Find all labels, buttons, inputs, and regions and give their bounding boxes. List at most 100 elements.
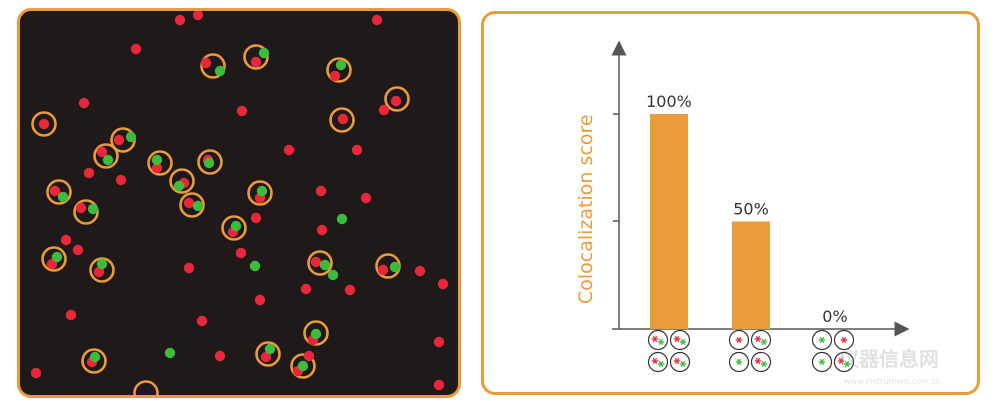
- colocalization-ring: [307, 250, 333, 276]
- red-punctum: [200, 57, 212, 69]
- colocalization-ring: [81, 348, 107, 374]
- red-punctum: [196, 315, 208, 327]
- green-punctum: [102, 154, 114, 166]
- red-punctum: [250, 56, 262, 68]
- green-punctum: [87, 203, 99, 215]
- red-punctum: [329, 70, 341, 82]
- red-punctum: [115, 174, 127, 186]
- red-punctum: [183, 262, 195, 274]
- red-punctum: [437, 278, 449, 290]
- green-punctum: [192, 200, 204, 212]
- green-punctum: [89, 351, 101, 363]
- green-punctum: [310, 328, 322, 340]
- colocalization-ring: [147, 150, 173, 176]
- red-punctum: [75, 202, 87, 214]
- red-punctum: [96, 146, 108, 158]
- green-punctum: [151, 154, 163, 166]
- red-punctum: [433, 379, 445, 391]
- four-cell-colocalization-icon: [728, 329, 772, 373]
- colocalization-ring: [133, 380, 159, 395]
- red-punctum: [378, 104, 390, 116]
- red-punctum: [316, 224, 328, 236]
- red-punctum: [183, 197, 195, 209]
- green-punctum: [336, 213, 348, 225]
- colocalization-ring: [255, 341, 281, 367]
- colocalization-ring: [197, 149, 223, 175]
- four-cell-colocalization-icon: [647, 329, 691, 373]
- red-punctum: [414, 265, 426, 277]
- colocalization-ring: [41, 246, 67, 272]
- red-punctum: [49, 185, 61, 197]
- microscopy-panel: [17, 8, 461, 398]
- red-punctum: [360, 192, 372, 204]
- red-punctum: [377, 264, 389, 276]
- red-punctum: [315, 185, 327, 197]
- green-punctum: [258, 47, 270, 59]
- colocalization-ring: [221, 215, 247, 241]
- green-punctum: [335, 59, 347, 71]
- green-punctum: [173, 180, 185, 192]
- colocalization-bar-chart: Colocalization score 100% 50% 0% 仪器信息网 www…: [575, 40, 941, 386]
- green-punctum: [214, 65, 226, 77]
- colocalization-ring: [329, 107, 355, 133]
- green-punctum: [264, 343, 276, 355]
- red-punctum: [300, 283, 312, 295]
- colocalization-ring: [200, 53, 226, 79]
- colocalization-ring: [303, 320, 329, 346]
- red-punctum: [310, 256, 322, 268]
- red-punctum: [433, 336, 445, 348]
- green-punctum: [256, 185, 268, 197]
- green-punctum: [203, 157, 215, 169]
- colocalization-ring: [93, 143, 119, 169]
- green-punctum: [96, 258, 108, 270]
- data-label-1: 100%: [646, 92, 692, 111]
- red-punctum: [72, 244, 84, 256]
- green-punctum: [125, 131, 137, 143]
- colocalization-ring: [46, 179, 72, 205]
- red-punctum: [192, 11, 204, 21]
- microscopy-field: [30, 11, 449, 395]
- green-punctum: [164, 347, 176, 359]
- colocalization-ring: [169, 168, 195, 194]
- bar-2: [732, 221, 770, 329]
- four-cell-colocalization-icon: [811, 329, 855, 373]
- data-label-2: 50%: [733, 200, 769, 219]
- red-punctum: [337, 113, 349, 125]
- colocalization-ring: [247, 180, 273, 206]
- red-punctum: [65, 309, 77, 321]
- red-punctum: [236, 105, 248, 117]
- bars: 100% 50% 0%: [646, 92, 848, 329]
- colocalization-ring: [31, 111, 57, 137]
- red-punctum: [254, 294, 266, 306]
- red-punctum: [113, 134, 125, 146]
- red-punctum: [78, 97, 90, 109]
- red-punctum: [174, 14, 186, 26]
- category-glyphs: [647, 329, 855, 373]
- green-punctum: [249, 260, 261, 272]
- red-punctum: [303, 350, 315, 362]
- green-punctum: [230, 220, 242, 232]
- red-punctum: [344, 284, 356, 296]
- red-punctum: [130, 43, 142, 55]
- green-punctum: [57, 191, 69, 203]
- red-punctum: [250, 212, 262, 224]
- red-punctum: [351, 144, 363, 156]
- red-punctum: [390, 95, 402, 107]
- y-axis-label: Colocalization score: [575, 114, 597, 304]
- green-punctum: [319, 259, 331, 271]
- colocalization-ring: [326, 57, 352, 83]
- green-punctum: [297, 360, 309, 372]
- red-punctum: [214, 350, 226, 362]
- red-punctum: [260, 351, 272, 363]
- green-punctum: [327, 269, 339, 281]
- bar-1: [650, 114, 688, 329]
- red-punctum: [151, 162, 163, 174]
- colocalization-ring: [243, 44, 269, 70]
- red-punctum: [93, 266, 105, 278]
- colocalization-ring: [73, 199, 99, 225]
- green-punctum: [51, 251, 63, 263]
- watermark-icon: 仪器信息网 www.instrument.com.cn: [838, 347, 941, 386]
- chart-panel: Colocalization score 100% 50% 0% 仪器信息网 www…: [481, 11, 980, 395]
- colocalization-ring: [384, 86, 410, 112]
- red-punctum: [235, 247, 247, 259]
